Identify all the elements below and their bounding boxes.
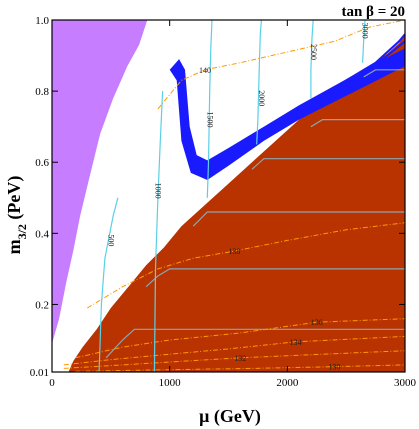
orange-contour-label-140: 140 xyxy=(199,66,211,75)
excluded-region-red xyxy=(68,34,405,372)
contour-labels: 500 1000 1500 2000 2500 3000 140 138 136 134 132 13… xyxy=(106,23,369,372)
blue-band-line-1 xyxy=(339,40,405,89)
orange-contour-132 xyxy=(63,350,405,369)
cyan-contour-label-2500: 2500 xyxy=(309,44,318,60)
orange-contour-label-132: 132 xyxy=(234,354,246,363)
y-tick-label-5: 1.0 xyxy=(35,15,49,27)
cyan-contour-label-3000: 3000 xyxy=(361,23,370,39)
orange-contour-138 xyxy=(87,222,405,309)
cyan-contour-2500 xyxy=(310,20,314,99)
y-tick-label-1: 0.2 xyxy=(35,299,49,311)
orange-contour-label-138: 138 xyxy=(228,247,240,256)
y-tick-label-4: 0.8 xyxy=(35,86,49,98)
cyan-contour-500 xyxy=(98,197,119,372)
excluded-region-purple xyxy=(52,20,148,344)
orange-contour-label-134: 134 xyxy=(290,338,302,347)
cyan-contour-label-1000: 1000 xyxy=(154,183,163,199)
cyan-contour-1000 xyxy=(153,91,164,372)
orange-contour-label-130: 130 xyxy=(328,363,340,372)
x-tick-label-2: 2000 xyxy=(276,377,299,389)
y-axis-title-unit: (PeV) xyxy=(4,176,25,224)
x-axis-title: μ (GeV) xyxy=(199,406,261,427)
plot-frame xyxy=(51,19,406,373)
orange-contour-136 xyxy=(75,318,405,359)
svg-text:m3/2 (PeV): m3/2 (PeV) xyxy=(4,176,29,255)
y-tick-label-0: 0.01 xyxy=(30,367,49,379)
gray-contour-2 xyxy=(192,211,405,227)
orange-contour-130 xyxy=(75,364,405,372)
y-axis-title-main: m xyxy=(4,239,24,254)
orange-contour-label-136: 136 xyxy=(311,318,323,327)
y-axis-title: m3/2 (PeV) xyxy=(4,176,29,255)
cyan-contour-label-500: 500 xyxy=(106,234,115,246)
orange-contour-134 xyxy=(63,335,405,366)
y-tick-label-2: 0.4 xyxy=(35,228,49,240)
gray-contour-0 xyxy=(105,328,405,359)
cyan-contour-label-1500: 1500 xyxy=(205,112,214,128)
y-axis-title-sub: 3/2 xyxy=(15,224,29,239)
plot-area xyxy=(52,20,405,372)
chart-title: tan β = 20 xyxy=(341,4,405,20)
blue-band-line-0 xyxy=(327,33,405,92)
gray-contour-1 xyxy=(145,268,405,288)
x-tick-label-0: 0 xyxy=(49,377,55,389)
cyan-contour-label-2000: 2000 xyxy=(257,90,266,106)
x-tick-label-3: 3000 xyxy=(394,377,417,389)
x-tick-label-1: 1000 xyxy=(159,377,182,389)
cyan-contour-3000 xyxy=(362,20,366,63)
axis-ticks: 0 1000 2000 3000 0.01 0.2 0.4 0.6 0.8 1.0 xyxy=(30,15,417,389)
cyan-contour-1500 xyxy=(206,20,213,198)
gray-contour-5 xyxy=(363,69,405,78)
gray-contour-3 xyxy=(251,158,405,170)
cyan-contour-2000 xyxy=(256,20,262,145)
gray-contour-4 xyxy=(310,119,405,128)
y-tick-label-3: 0.6 xyxy=(35,157,49,169)
